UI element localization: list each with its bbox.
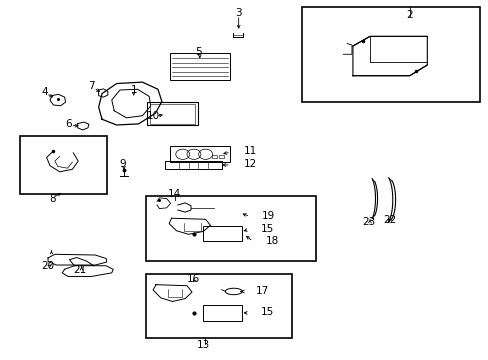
Text: 3: 3 — [235, 8, 242, 18]
Text: 13: 13 — [197, 340, 210, 350]
Bar — [146, 274, 291, 338]
Text: 10: 10 — [147, 111, 160, 121]
Text: 5: 5 — [195, 47, 202, 57]
Text: 20: 20 — [41, 261, 55, 271]
Bar — [301, 7, 479, 102]
Text: 4: 4 — [42, 87, 48, 97]
Text: 19: 19 — [262, 211, 275, 221]
Bar — [147, 103, 198, 125]
Text: 23: 23 — [362, 217, 375, 227]
Text: 6: 6 — [65, 119, 72, 129]
Text: 15: 15 — [261, 307, 274, 317]
Text: 12: 12 — [243, 159, 256, 169]
Text: 7: 7 — [88, 81, 95, 91]
Bar — [211, 155, 216, 158]
Bar — [20, 136, 107, 194]
Text: 8: 8 — [49, 194, 56, 203]
Bar — [149, 104, 195, 123]
Text: 11: 11 — [243, 146, 256, 156]
Text: 15: 15 — [261, 224, 274, 234]
Text: 18: 18 — [265, 236, 279, 246]
Bar — [203, 305, 242, 321]
Text: 1: 1 — [130, 85, 137, 95]
Text: 21: 21 — [73, 265, 86, 275]
Bar — [165, 161, 221, 168]
Text: 22: 22 — [383, 215, 396, 225]
Text: 14: 14 — [167, 189, 181, 199]
Bar — [219, 155, 224, 158]
Text: 9: 9 — [120, 158, 126, 168]
Bar — [169, 53, 229, 80]
Bar — [169, 147, 229, 162]
Text: 17: 17 — [255, 286, 268, 296]
Bar — [146, 196, 316, 261]
Text: 2: 2 — [406, 10, 412, 19]
Text: 16: 16 — [187, 274, 200, 284]
Bar — [203, 226, 242, 242]
